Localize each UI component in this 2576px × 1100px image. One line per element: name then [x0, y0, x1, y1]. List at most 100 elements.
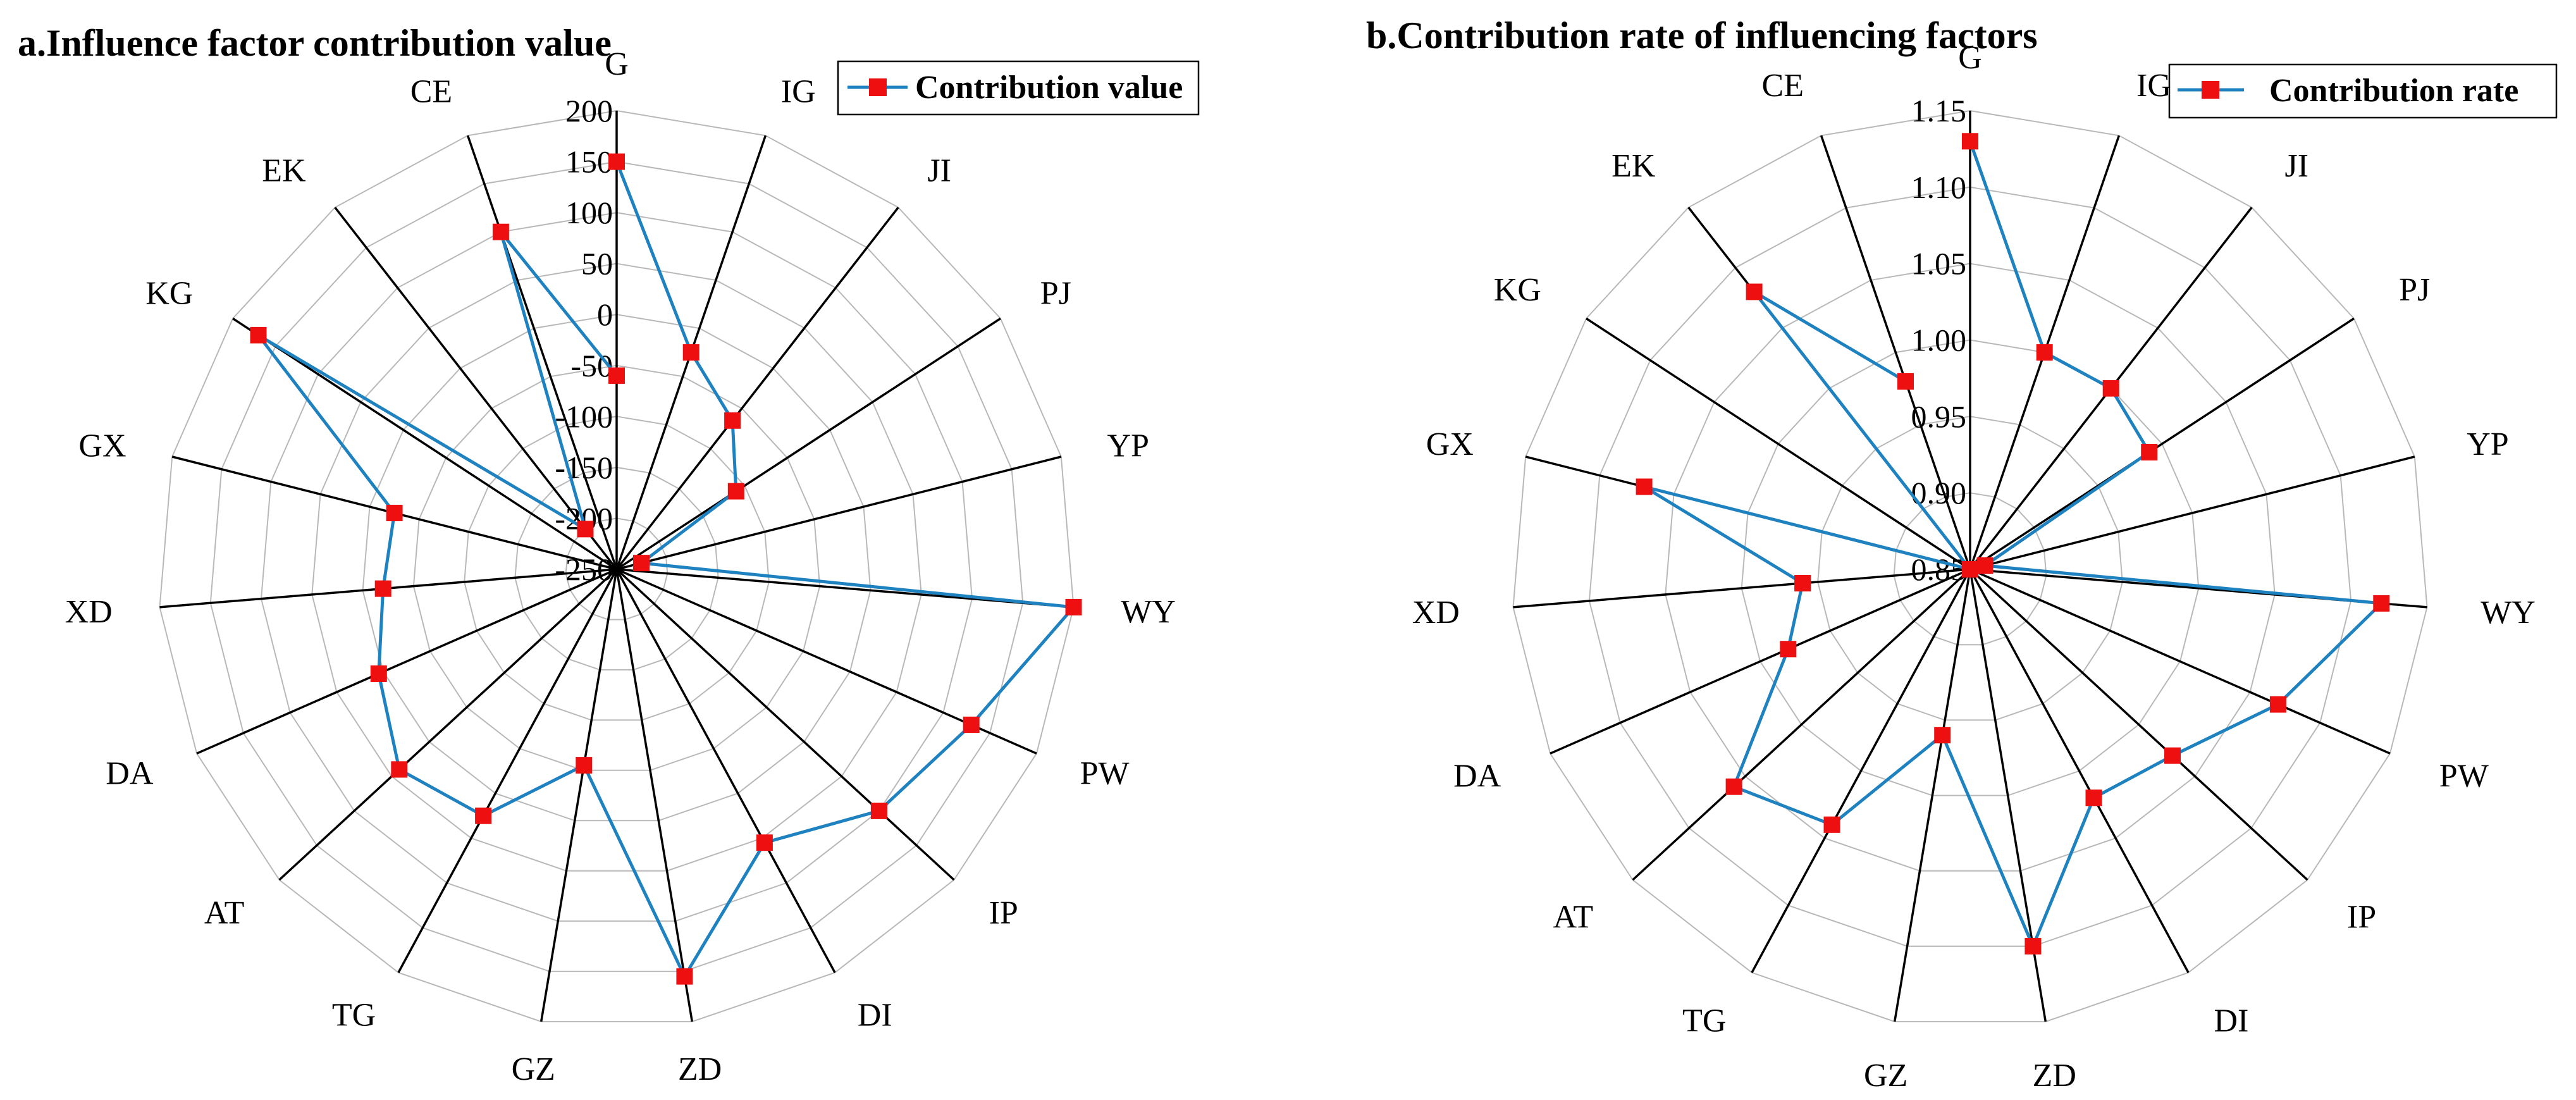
- axis-label-at: AT: [204, 895, 245, 931]
- data-point-zd: [2024, 937, 2042, 955]
- tick-label: 100: [565, 195, 613, 230]
- axis-label-tg: TG: [332, 998, 376, 1034]
- axis-label-zd: ZD: [2033, 1058, 2076, 1094]
- axis-spoke: [1969, 569, 2190, 973]
- data-point-gz: [1934, 727, 1951, 744]
- data-point-pw: [2269, 696, 2286, 713]
- grid-ring: [464, 416, 770, 721]
- axis-spoke: [1550, 568, 1971, 755]
- data-point-tg: [1823, 816, 1840, 833]
- axis-spoke: [615, 569, 694, 1022]
- axis-label-gx: GX: [78, 428, 126, 464]
- axis-label-gz: GZ: [512, 1051, 555, 1087]
- axis-label-g: G: [1958, 40, 1982, 76]
- axis-label-ip: IP: [2347, 899, 2376, 936]
- data-point-gx: [1636, 478, 1653, 495]
- data-point-kg: [1962, 561, 1978, 578]
- axis-label-ek: EK: [262, 153, 306, 189]
- data-point-ek: [1746, 283, 1763, 300]
- axis-label-ig: IG: [2136, 68, 2171, 104]
- axis-label-kg: KG: [1494, 272, 1541, 308]
- data-point-ce: [492, 223, 509, 240]
- grid-ring: [514, 466, 719, 671]
- tick-label: 50: [581, 246, 613, 281]
- axis-spoke: [616, 318, 1001, 571]
- legend-a-label: Contribution value: [915, 70, 1183, 106]
- data-point-gz: [576, 757, 593, 774]
- grid-ring: [412, 364, 821, 771]
- tick-label: -100: [555, 399, 613, 434]
- data-point-da: [370, 665, 387, 682]
- axis-spoke: [466, 135, 618, 570]
- axis-spoke: [1632, 568, 1971, 881]
- axis-label-at: AT: [1553, 899, 1594, 936]
- axis-spoke: [1820, 135, 1971, 570]
- axis-spoke: [334, 206, 618, 571]
- axis-spoke: [615, 568, 955, 881]
- grid-ring: [209, 161, 1024, 972]
- radar-chart-b: 1.151.101.051.000.950.900.85GIGJIPJYPWYP…: [1412, 40, 2536, 1094]
- axis-label-ce: CE: [1762, 68, 1804, 104]
- data-point-g: [1962, 133, 1978, 150]
- axis-label-gx: GX: [1426, 426, 1474, 462]
- grid-ring: [1512, 109, 2428, 1023]
- data-point-xd: [374, 580, 391, 597]
- axis-label-yp: YP: [1107, 428, 1149, 464]
- axis-spoke: [615, 569, 836, 973]
- axis-spoke: [1893, 569, 1971, 1022]
- data-point-pj: [2141, 443, 2158, 460]
- data-point-ig: [682, 344, 699, 361]
- axis-spoke: [397, 569, 618, 973]
- data-point-zd: [676, 968, 693, 985]
- data-point-ce: [1897, 373, 1914, 390]
- grid-ring: [1665, 263, 2276, 872]
- data-point-xd: [1794, 575, 1811, 591]
- data-point-ek: [577, 521, 594, 538]
- data-point-ig: [2036, 344, 2053, 361]
- data-point-pj: [727, 483, 744, 500]
- grid-ring: [311, 263, 922, 872]
- legend-b-marker: [2202, 81, 2219, 99]
- axis-label-kg: KG: [145, 275, 193, 311]
- chart-b-title: b.Contribution rate of influencing facto…: [1366, 15, 2038, 56]
- tick-label: -250: [555, 552, 613, 587]
- axis-label-pj: PJ: [1040, 275, 1071, 311]
- axis-spoke: [1586, 318, 1971, 571]
- axis-label-wy: WY: [1121, 594, 1176, 630]
- data-point-g: [608, 153, 625, 170]
- axis-spoke: [278, 568, 618, 881]
- axis-label-da: DA: [106, 755, 154, 791]
- data-point-ji: [2102, 380, 2119, 397]
- axis-label-ek: EK: [1612, 148, 1656, 184]
- grid-ring: [1817, 416, 2123, 721]
- data-point-yp: [633, 555, 650, 572]
- data-point-wy: [2373, 595, 2390, 612]
- legend-b: Contribution rate: [2168, 63, 2558, 119]
- axis-label-pw: PW: [1080, 755, 1130, 791]
- grid-ring: [1588, 186, 2352, 947]
- tick-label: 0.95: [1911, 399, 1967, 434]
- axis-label-pj: PJ: [2399, 272, 2430, 308]
- axis-label-g: G: [605, 46, 629, 82]
- tick-label: 1.05: [1911, 246, 1967, 281]
- series-line: [257, 161, 1077, 980]
- data-point-tg: [475, 807, 492, 824]
- data-point-wy: [1065, 598, 1082, 615]
- data-point-kg: [250, 326, 267, 343]
- data-point-ip: [870, 802, 887, 819]
- tick-label: 0: [597, 297, 613, 332]
- grid-ring: [260, 212, 973, 922]
- tick-label: 1.10: [1911, 170, 1967, 205]
- tick-label: 200: [565, 93, 613, 128]
- grid-ring: [362, 314, 872, 822]
- axis-label-xd: XD: [1412, 595, 1460, 631]
- grid-ring: [565, 517, 669, 621]
- axis-label-gz: GZ: [1864, 1058, 1907, 1094]
- axis-spoke: [1513, 568, 1971, 609]
- legend-a-marker: [869, 78, 887, 96]
- tick-label: 150: [565, 144, 613, 180]
- axis-label-ce: CE: [410, 73, 452, 109]
- axis-label-wy: WY: [2480, 595, 2536, 631]
- radar-chart-a: 200150100500-50-100-150-200-250GIGJIPJYP…: [65, 46, 1176, 1087]
- data-point-at: [1725, 778, 1742, 795]
